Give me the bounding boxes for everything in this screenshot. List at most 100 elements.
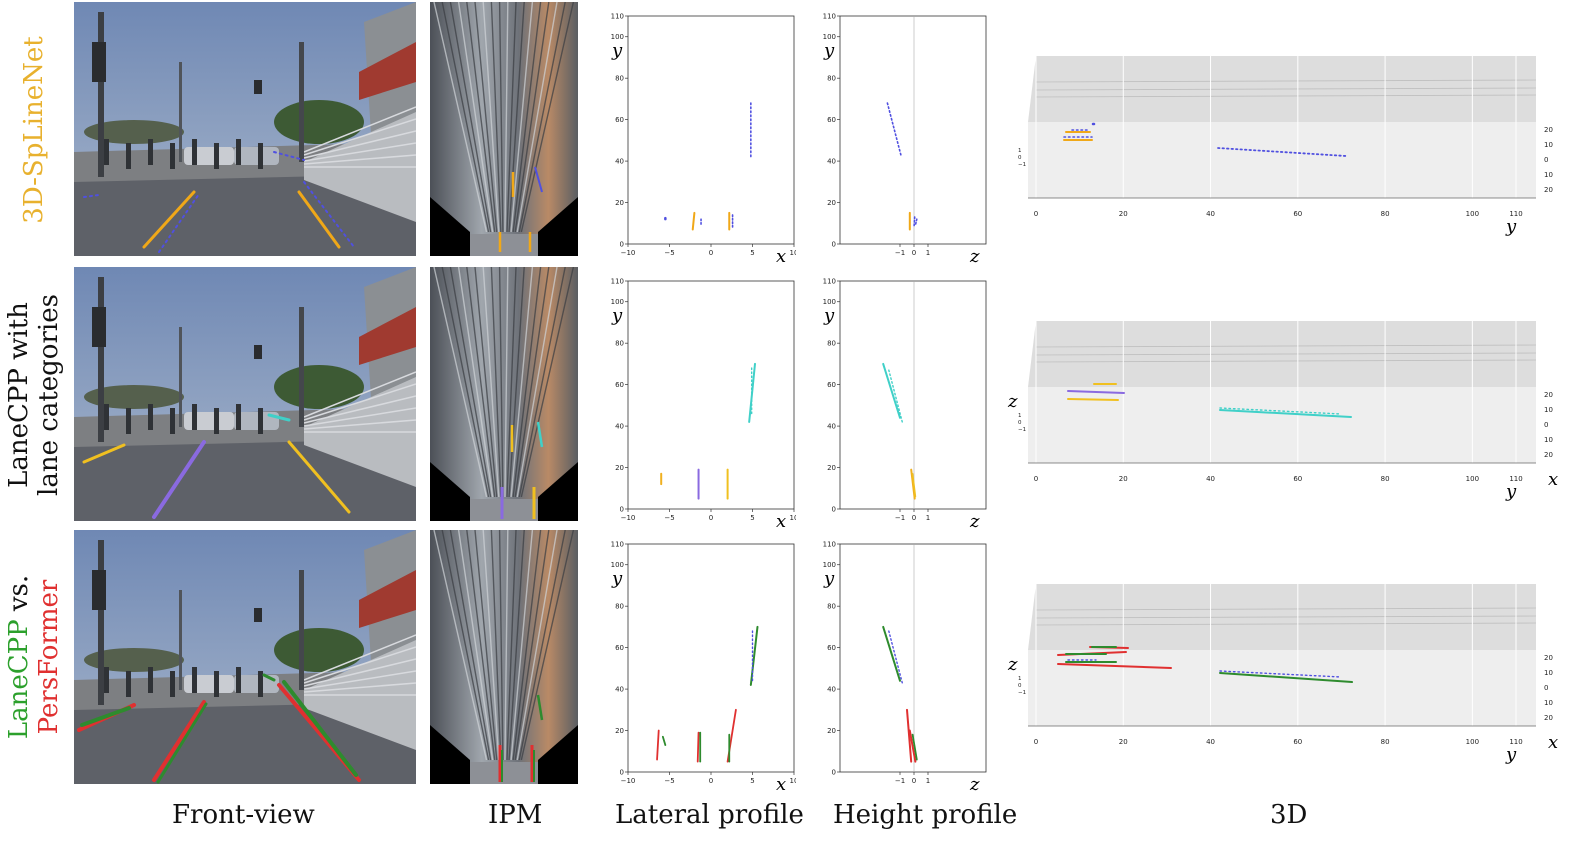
ipm-streak xyxy=(518,2,566,233)
car xyxy=(184,147,234,165)
trees xyxy=(84,120,184,144)
ipm-streak xyxy=(506,530,517,761)
grid-line xyxy=(1035,607,1537,611)
pedestrian xyxy=(258,143,263,169)
lateral-profile-plot: −10−50510020406080100110xy xyxy=(611,13,796,268)
z-tick-label: 0 xyxy=(1018,155,1022,161)
column-label-ipm: IPM xyxy=(488,800,543,830)
ipm-streak xyxy=(482,530,500,761)
y-tick-label: 60 xyxy=(827,644,836,652)
rail-line xyxy=(303,646,416,684)
ipm-mask-left xyxy=(430,725,470,784)
ipm-streak xyxy=(449,267,492,498)
z-tick-label: −1 xyxy=(895,514,905,522)
z-tick-label: 1 xyxy=(926,777,930,785)
ipm-streak xyxy=(510,530,534,761)
y-tick-label: 60 xyxy=(1293,738,1302,746)
row-label-part: 3D-SpLineNet xyxy=(19,36,49,224)
rail-line xyxy=(303,118,416,156)
pedestrian xyxy=(258,408,263,434)
lane-trace-persformer xyxy=(696,731,700,763)
y-tick-label: 110 xyxy=(611,278,624,286)
y-tick-label: 80 xyxy=(615,603,624,611)
rail-line xyxy=(303,407,416,427)
x-tick-label: 10 xyxy=(790,514,796,522)
lane-ground-truth xyxy=(273,151,305,161)
street-light xyxy=(179,590,182,690)
x-tick-label: −10 xyxy=(621,777,636,785)
x-tick-label: 10 xyxy=(1544,406,1553,414)
front-view-image xyxy=(74,267,416,521)
lane-category-cyan xyxy=(267,413,291,422)
ipm-streak xyxy=(474,267,498,498)
ipm-streak xyxy=(520,530,575,761)
grid-line xyxy=(1035,352,1537,356)
gt-lane-trace xyxy=(886,102,903,158)
x-tick-label: 20 xyxy=(1544,126,1553,134)
ipm-mask-right xyxy=(538,725,578,784)
z-tick-label: 0 xyxy=(912,249,916,257)
gt-lane-3d xyxy=(1217,147,1347,157)
y-tick-label: 20 xyxy=(615,464,624,472)
lane-lanecpp xyxy=(282,680,358,777)
ipm-image xyxy=(430,530,578,784)
awning xyxy=(359,42,416,100)
y-tick-label: 80 xyxy=(615,340,624,348)
lane-trace-cyan-gt xyxy=(888,369,904,425)
y-tick-label: 20 xyxy=(615,199,624,207)
ipm-streak xyxy=(508,2,525,233)
ipm-background xyxy=(430,267,578,521)
x-axis-label: x xyxy=(776,774,786,795)
ipm-streak xyxy=(433,530,488,761)
ipm-streak xyxy=(512,530,542,761)
rail-line xyxy=(303,371,416,418)
x-tick-label: 10 xyxy=(1544,171,1553,179)
y-tick-label: 100 xyxy=(611,298,624,306)
ipm-streak xyxy=(466,2,496,233)
y-tick-label: 80 xyxy=(827,603,836,611)
ipm-streak xyxy=(490,530,502,761)
y-axis-label: y xyxy=(1505,744,1517,765)
y-tick-label: 20 xyxy=(827,199,836,207)
y-tick-label: 110 xyxy=(611,541,624,549)
row-label-1: 3D-SpLineNet xyxy=(4,10,64,250)
y-axis-label: y xyxy=(1505,481,1517,502)
street-light xyxy=(179,62,182,162)
plot-frame xyxy=(627,543,795,773)
z-tick-label: 0 xyxy=(1018,420,1022,426)
row-label-part: lane categories xyxy=(34,294,64,496)
y-tick-label: 0 xyxy=(832,241,836,249)
x-tick-label: 20 xyxy=(1544,714,1553,722)
y-tick-label: 20 xyxy=(827,464,836,472)
ipm-streak xyxy=(516,267,558,498)
ipm-streak xyxy=(466,267,496,498)
pedestrian xyxy=(192,139,197,165)
pedestrian xyxy=(192,667,197,693)
y-tick-label: 20 xyxy=(827,727,836,735)
plot-frame xyxy=(839,543,987,773)
ipm-streak xyxy=(441,2,490,233)
z-tick-label: 0 xyxy=(1018,683,1022,689)
rail-line xyxy=(303,383,416,421)
x-tick-label: −5 xyxy=(664,249,674,257)
y-tick-label: 40 xyxy=(827,158,836,166)
row-label-line: PersFormer xyxy=(34,537,64,777)
x-tick-label: 5 xyxy=(750,249,754,257)
pedestrian xyxy=(104,404,109,430)
x-axis-label: x xyxy=(1548,732,1558,753)
ipm-streak xyxy=(510,267,534,498)
rail-line xyxy=(303,419,416,430)
y-tick-label: 100 xyxy=(611,561,624,569)
rail-line xyxy=(303,154,416,165)
ipm-streak xyxy=(506,2,517,233)
ipm-streak xyxy=(474,530,498,761)
y-tick-label: 40 xyxy=(1206,210,1215,218)
traffic-light xyxy=(92,570,106,610)
lane-ground-truth xyxy=(83,194,100,198)
z-tick-label: 1 xyxy=(926,514,930,522)
traffic-light xyxy=(92,42,106,82)
ipm-streak xyxy=(520,267,575,498)
y-axis-label: y xyxy=(611,568,623,589)
row-label-line: lane categories xyxy=(34,275,64,515)
